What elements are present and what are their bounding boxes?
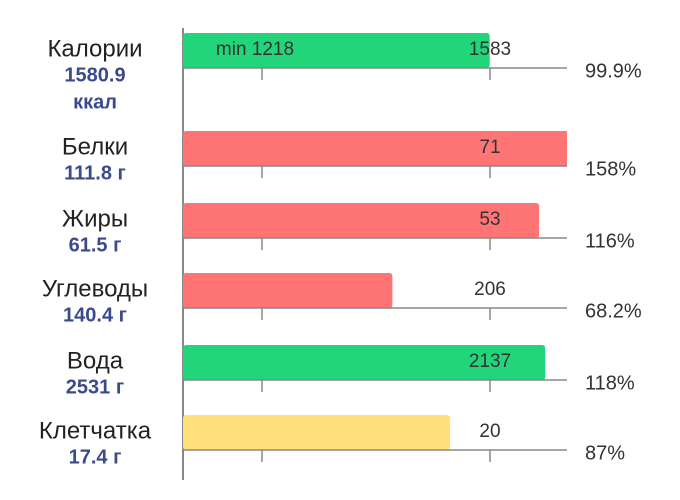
percent-label: 68.2% bbox=[585, 300, 642, 322]
bar bbox=[183, 131, 567, 166]
target-label: 1583 bbox=[469, 39, 511, 60]
nutrient-name: Калории bbox=[47, 35, 142, 62]
bar bbox=[183, 203, 540, 238]
percent-label: 87% bbox=[585, 442, 625, 464]
target-label: 71 bbox=[479, 137, 500, 158]
bar bbox=[183, 33, 490, 68]
nutrient-amount: 1580.9 bbox=[64, 64, 125, 86]
nutrient-name: Углеводы bbox=[42, 275, 148, 302]
nutrient-amount: 111.8 г bbox=[64, 162, 126, 184]
percent-label: 118% bbox=[585, 372, 635, 394]
bars bbox=[183, 33, 567, 450]
nutrient-amount: 2531 г bbox=[66, 376, 124, 398]
bar bbox=[183, 273, 393, 308]
nutrient-name: Клетчатка bbox=[39, 417, 152, 444]
percent-label: 99.9% bbox=[585, 60, 642, 82]
min-label: min 1218 bbox=[216, 39, 294, 60]
nutrient-amount: 140.4 г bbox=[63, 304, 127, 326]
bar bbox=[183, 415, 451, 450]
nutrient-amount: 61.5 г bbox=[69, 234, 122, 256]
nutrient-amount: ккал bbox=[73, 91, 117, 113]
target-label: 20 bbox=[479, 421, 500, 442]
target-label: 206 bbox=[474, 279, 506, 300]
nutrient-amount: 17.4 г bbox=[69, 446, 122, 468]
bar bbox=[183, 345, 546, 380]
target-label: 2137 bbox=[469, 351, 511, 372]
nutrient-name: Вода bbox=[67, 347, 124, 374]
percent-label: 116% bbox=[585, 230, 635, 252]
percent-label: 158% bbox=[585, 158, 636, 180]
nutrient-name: Белки bbox=[62, 133, 128, 160]
nutrient-name: Жиры bbox=[62, 205, 128, 232]
target-label: 53 bbox=[479, 209, 500, 230]
